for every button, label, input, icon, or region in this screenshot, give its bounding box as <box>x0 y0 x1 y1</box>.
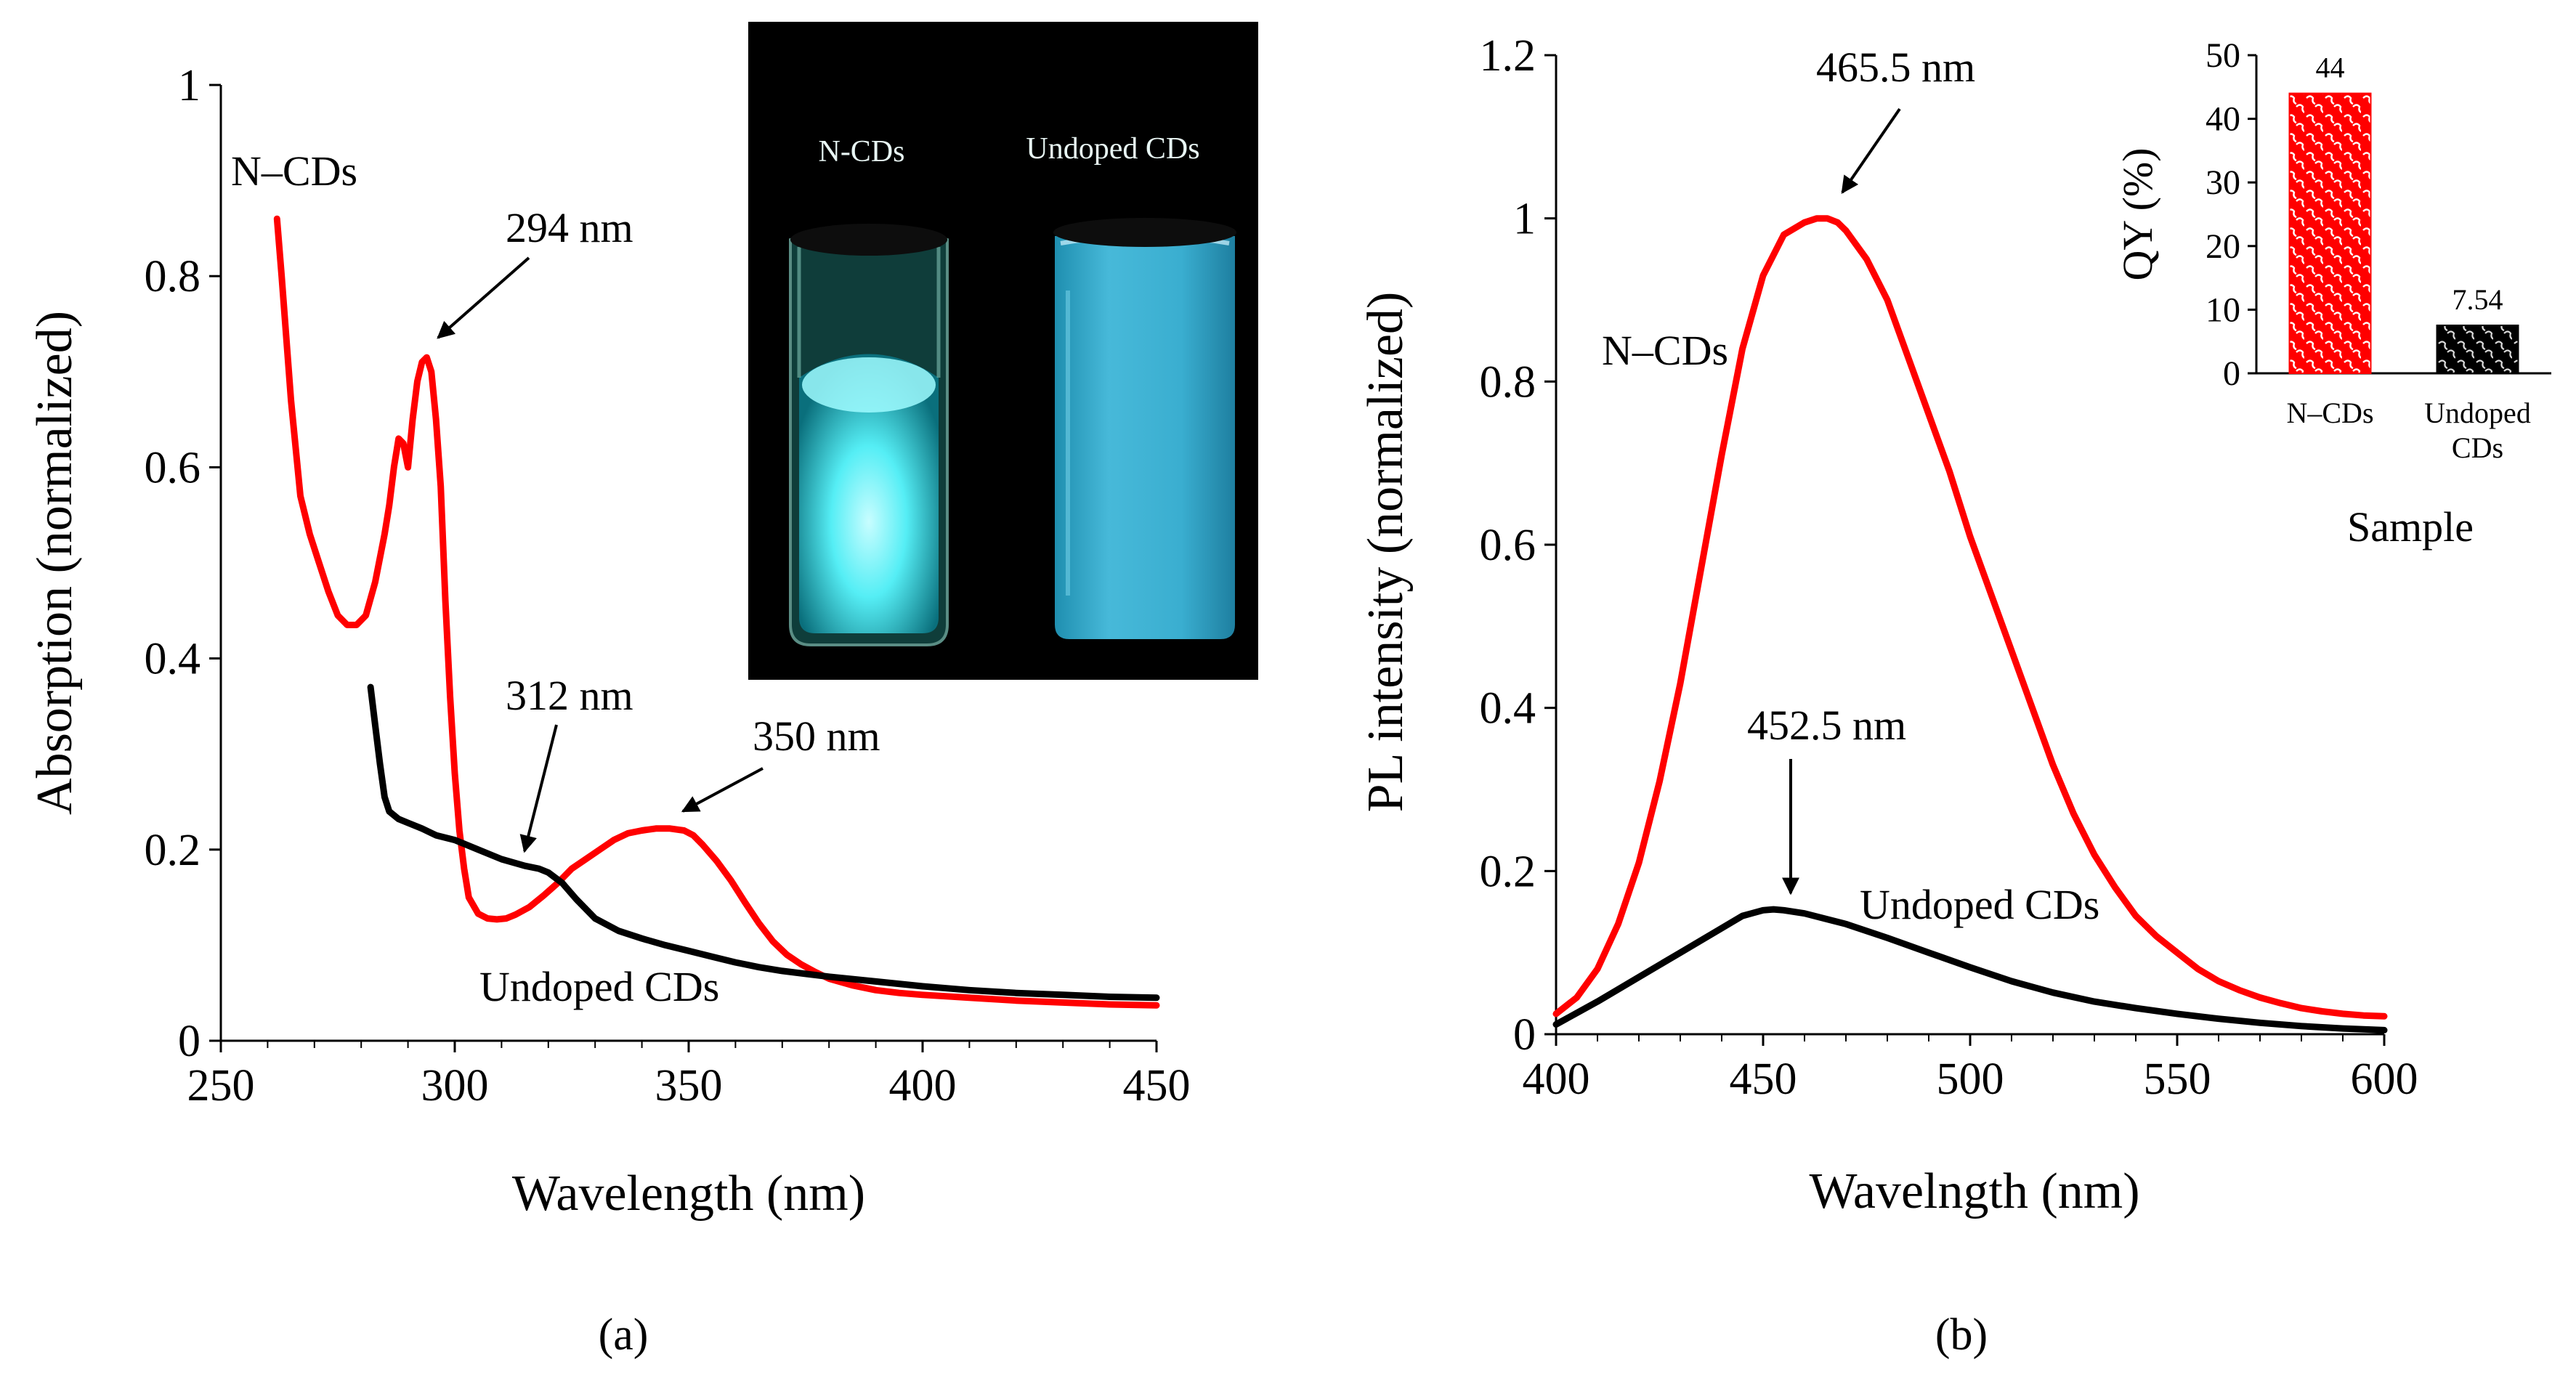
panel-a-caption: (a) <box>599 1310 649 1360</box>
panel-b-x-tick-label: 400 <box>1523 1055 1590 1104</box>
photo-label-ncds: N-CDs <box>818 135 904 168</box>
annotation-465-5nm: 465.5 nm <box>1816 44 1975 91</box>
panel-a-x-tick-label: 250 <box>187 1061 255 1110</box>
photo-label-undoped: Undoped CDs <box>1026 132 1199 166</box>
ncds-vial <box>789 224 949 646</box>
panel-b-y-tick-label: 0.8 <box>1480 357 1536 407</box>
undoped-vial <box>1053 218 1236 639</box>
panel-a-y-tick-label: 1 <box>178 61 201 110</box>
panel-b-y-axis-label: PL intensity (normalized) <box>1358 292 1414 813</box>
inset-y-tick-label: 40 <box>2206 100 2240 139</box>
panel-a-ncds-label: N–CDs <box>231 147 357 195</box>
panel-b-y-tick-label: 0.6 <box>1480 521 1536 570</box>
panel-a-x-tick-label: 450 <box>1123 1061 1191 1110</box>
panel-b-pl-chart: 00.20.40.60.811.2 400 450 500 550 600 PL int… <box>1358 31 2551 1360</box>
inset-bar-undoped <box>2436 324 2519 374</box>
inset-category-label: Undoped <box>2424 397 2531 429</box>
inset-y-tick-label: 50 <box>2206 36 2240 75</box>
panel-b-y-tick-label: 0.4 <box>1480 684 1536 734</box>
arrow-465-5nm <box>1841 107 1901 194</box>
panel-a-y-tick-label: 0.2 <box>145 826 201 875</box>
panel-b-undoped-label: Undoped CDs <box>1860 881 2099 928</box>
panel-b-series-ncds-line <box>1552 215 2388 1020</box>
panel-a-y-tick-label: 0.6 <box>145 443 201 492</box>
panel-b-x-tick-label: 450 <box>1730 1055 1797 1104</box>
panel-b-y-tick-label: 1 <box>1513 195 1536 244</box>
inset-x-axis-label: Sample <box>2347 503 2474 551</box>
panel-a-x-tick-label: 400 <box>889 1061 957 1110</box>
panel-a-x-axis-label: Wavelength (nm) <box>512 1166 865 1222</box>
inset-y-tick-label: 30 <box>2206 163 2240 202</box>
panel-b-x-tick-label: 600 <box>2351 1055 2418 1104</box>
panel-a-x-tick-label: 350 <box>655 1061 723 1110</box>
panel-b-caption: (b) <box>1935 1310 1988 1360</box>
arrow-312nm <box>519 724 558 853</box>
panel-b-series-undoped-line <box>1552 906 2388 1033</box>
inset-y-tick-label: 20 <box>2206 227 2240 266</box>
panel-b-ncds-label: N–CDs <box>1602 327 1728 374</box>
panel-b-y-tick-label: 0.2 <box>1480 847 1536 896</box>
panel-a-series-ncds-line <box>273 215 1160 1009</box>
arrow-350nm <box>681 767 764 813</box>
inset-category-label: CDs <box>2452 431 2503 464</box>
annotation-294nm: 294 nm <box>506 204 633 251</box>
panel-b-x-tick-label: 500 <box>1937 1055 2004 1104</box>
panel-a-y-axis-label: Absorption (normalized) <box>27 311 83 815</box>
panel-a-undoped-label: Undoped CDs <box>479 963 719 1010</box>
annotation-452-5nm: 452.5 nm <box>1747 702 1906 749</box>
inset-category-label: N–CDs <box>2286 397 2373 429</box>
inset-y-axis-label: QY (%) <box>2114 147 2161 280</box>
inset-bar-value-label: 44 <box>2316 52 2345 84</box>
panel-b-x-tick-label: 550 <box>2144 1055 2211 1104</box>
panel-a-y-tick-label: 0.4 <box>145 635 201 684</box>
inset-y-tick-label: 0 <box>2223 354 2240 393</box>
panel-b-y-tick-label: 0 <box>1513 1010 1536 1060</box>
panel-a-absorption-chart: 0 0.2 0.4 0.6 0.8 1 250 300 350 400 450 Absorptio… <box>27 22 1258 1360</box>
panel-a-y-tick-label: 0 <box>178 1017 201 1066</box>
arrow-294nm <box>437 256 530 339</box>
panel-b-x-axis-label: Wavelngth (nm) <box>1809 1163 2139 1219</box>
inset-y-tick-label: 10 <box>2206 291 2240 329</box>
panel-a-series-undoped-line <box>367 683 1160 1002</box>
annotation-350nm: 350 nm <box>753 712 880 760</box>
panel-a-y-tick-label: 0.8 <box>145 252 201 301</box>
panel-b-y-tick-label: 1.2 <box>1480 31 1536 81</box>
inset-bar-ncds <box>2288 92 2372 374</box>
inset-vial-photo: N-CDs Undoped CDs <box>748 22 1258 680</box>
inset-bar-value-label: 7.54 <box>2453 283 2503 316</box>
panel-a-x-tick-label: 300 <box>421 1061 489 1110</box>
annotation-312nm: 312 nm <box>506 672 633 719</box>
